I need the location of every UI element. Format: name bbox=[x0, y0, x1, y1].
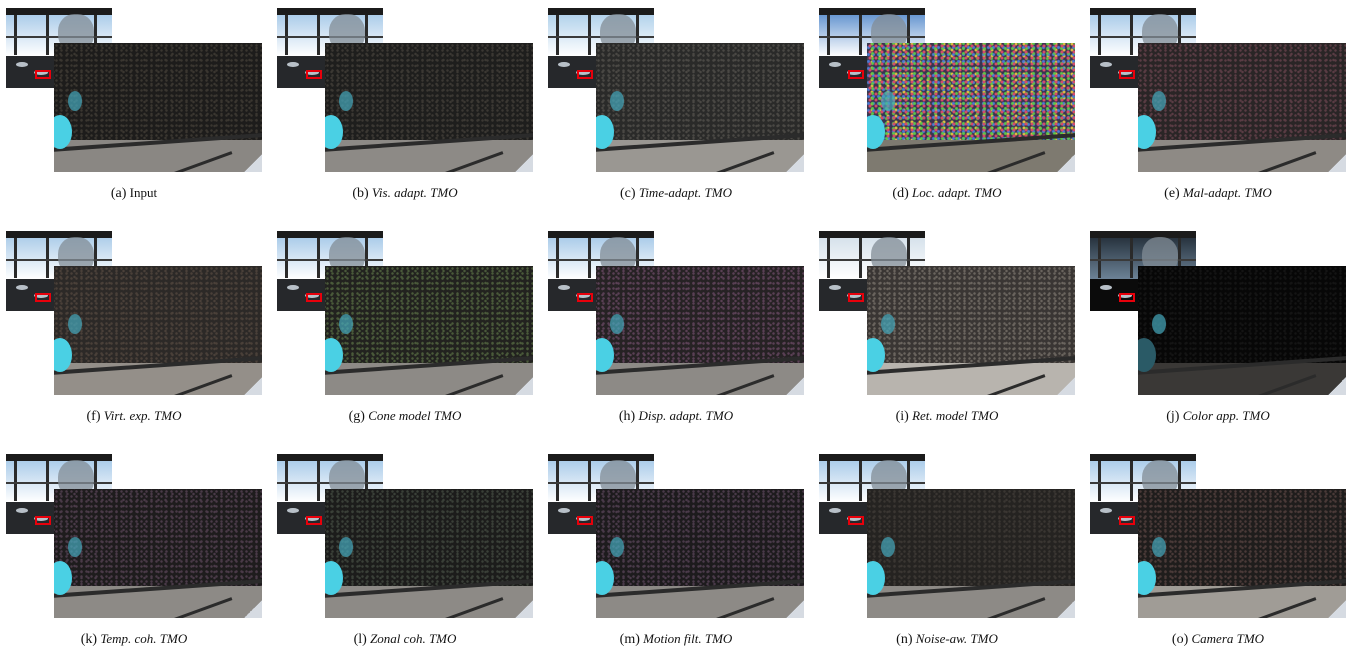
panel-caption: (g) Cone model TMO bbox=[277, 408, 533, 425]
panel-caption: (l) Zonal coh. TMO bbox=[277, 631, 533, 648]
panel-method-name: Temp. coh. TMO bbox=[100, 631, 188, 646]
figure-panel: (m) Motion filt. TMO bbox=[548, 454, 804, 647]
zoomed-crop bbox=[596, 43, 804, 172]
panel-method-name: Vis. adapt. TMO bbox=[371, 185, 458, 200]
zoomed-crop bbox=[1138, 43, 1346, 172]
panel-method-name: Loc. adapt. TMO bbox=[912, 185, 1002, 200]
zoomed-crop bbox=[325, 489, 533, 618]
panel-label: (h) bbox=[618, 409, 636, 424]
zoomed-crop bbox=[867, 43, 1075, 172]
zoom-region-marker bbox=[1119, 70, 1135, 79]
panel-caption: (i) Ret. model TMO bbox=[819, 408, 1075, 425]
zoomed-crop bbox=[325, 43, 533, 172]
panel-method-name: Mal-adapt. TMO bbox=[1182, 185, 1272, 200]
zoom-region-marker bbox=[577, 70, 593, 79]
zoom-region-marker bbox=[848, 70, 864, 79]
panel-label: (n) bbox=[896, 632, 913, 647]
zoomed-crop bbox=[1138, 489, 1346, 618]
zoomed-crop bbox=[54, 489, 262, 618]
zoomed-crop bbox=[325, 266, 533, 395]
zoom-region-marker bbox=[577, 293, 593, 302]
panel-caption: (h) Disp. adapt. TMO bbox=[548, 408, 804, 425]
panel-caption: (f) Virt. exp. TMO bbox=[6, 408, 262, 425]
zoom-region-marker bbox=[35, 293, 51, 302]
figure-panel: (c) Time-adapt. TMO bbox=[548, 8, 804, 201]
panel-label: (b) bbox=[352, 186, 369, 201]
panel-method-name: Zonal coh. TMO bbox=[370, 631, 457, 646]
zoom-region-marker bbox=[1119, 516, 1135, 525]
figure-panel: (g) Cone model TMO bbox=[277, 231, 533, 424]
panel-caption: (o) Camera TMO bbox=[1090, 631, 1346, 648]
panel-label: (m) bbox=[619, 632, 640, 647]
panel-caption: (j) Color app. TMO bbox=[1090, 408, 1346, 425]
panel-method-name: Time-adapt. TMO bbox=[638, 185, 732, 200]
zoom-region-marker bbox=[306, 293, 322, 302]
panel-label: (o) bbox=[1171, 632, 1189, 647]
panel-label: (l) bbox=[353, 632, 367, 647]
zoom-region-marker bbox=[35, 70, 51, 79]
panel-method-name: Input bbox=[129, 185, 158, 200]
zoom-region-marker bbox=[306, 516, 322, 525]
panel-caption: (k) Temp. coh. TMO bbox=[6, 631, 262, 648]
zoom-region-marker bbox=[306, 70, 322, 79]
panel-method-name: Camera TMO bbox=[1191, 631, 1265, 646]
figure-panel: (h) Disp. adapt. TMO bbox=[548, 231, 804, 424]
panel-method-name: Ret. model TMO bbox=[912, 408, 999, 423]
panel-caption: (d) Loc. adapt. TMO bbox=[819, 185, 1075, 202]
figure-panel: (n) Noise-aw. TMO bbox=[819, 454, 1075, 647]
panel-label: (e) bbox=[1164, 186, 1180, 201]
panel-label: (k) bbox=[80, 632, 98, 647]
figure-panel: (j) Color app. TMO bbox=[1090, 231, 1346, 424]
panel-label: (i) bbox=[895, 409, 909, 424]
figure-panel: (d) Loc. adapt. TMO bbox=[819, 8, 1075, 201]
zoomed-crop bbox=[54, 266, 262, 395]
figure-panel: (o) Camera TMO bbox=[1090, 454, 1346, 647]
zoom-region-marker bbox=[848, 516, 864, 525]
figure-panel: (f) Virt. exp. TMO bbox=[6, 231, 262, 424]
panel-method-name: Noise-aw. TMO bbox=[915, 631, 998, 646]
panel-caption: (n) Noise-aw. TMO bbox=[819, 631, 1075, 648]
figure-panel: (k) Temp. coh. TMO bbox=[6, 454, 262, 647]
panel-method-name: Virt. exp. TMO bbox=[103, 408, 182, 423]
panel-caption: (b) Vis. adapt. TMO bbox=[277, 185, 533, 202]
panel-label: (a) bbox=[110, 186, 127, 201]
panel-method-name: Disp. adapt. TMO bbox=[638, 408, 734, 423]
panel-caption: (a) Input bbox=[6, 185, 262, 202]
zoomed-crop bbox=[867, 266, 1075, 395]
figure-panel: (b) Vis. adapt. TMO bbox=[277, 8, 533, 201]
panel-method-name: Color app. TMO bbox=[1182, 408, 1270, 423]
zoom-region-marker bbox=[577, 516, 593, 525]
zoomed-crop bbox=[867, 489, 1075, 618]
figure-panel: (i) Ret. model TMO bbox=[819, 231, 1075, 424]
zoomed-crop bbox=[1138, 266, 1346, 395]
zoom-region-marker bbox=[35, 516, 51, 525]
panel-caption: (m) Motion filt. TMO bbox=[548, 631, 804, 648]
panel-label: (j) bbox=[1166, 409, 1180, 424]
zoomed-crop bbox=[54, 43, 262, 172]
figure-panel: (e) Mal-adapt. TMO bbox=[1090, 8, 1346, 201]
zoomed-crop bbox=[596, 489, 804, 618]
panel-caption: (c) Time-adapt. TMO bbox=[548, 185, 804, 202]
panel-method-name: Motion filt. TMO bbox=[643, 631, 733, 646]
panel-label: (d) bbox=[892, 186, 909, 201]
panel-label: (c) bbox=[620, 186, 636, 201]
zoom-region-marker bbox=[848, 293, 864, 302]
figure-panel: (l) Zonal coh. TMO bbox=[277, 454, 533, 647]
panel-label: (f) bbox=[86, 409, 101, 424]
panel-method-name: Cone model TMO bbox=[368, 408, 462, 423]
zoom-region-marker bbox=[1119, 293, 1135, 302]
panel-caption: (e) Mal-adapt. TMO bbox=[1090, 185, 1346, 202]
figure-panel: (a) Input bbox=[6, 8, 262, 201]
zoomed-crop bbox=[596, 266, 804, 395]
panel-label: (g) bbox=[348, 409, 365, 424]
